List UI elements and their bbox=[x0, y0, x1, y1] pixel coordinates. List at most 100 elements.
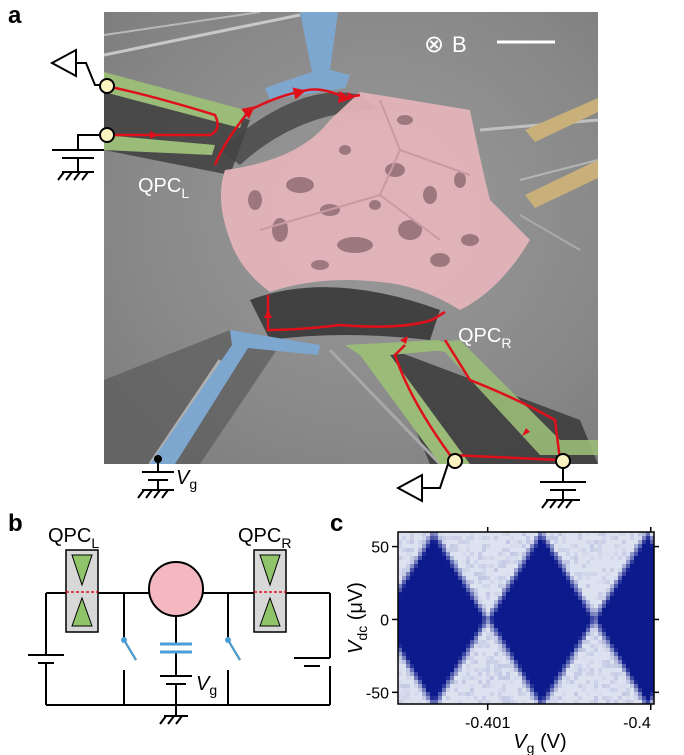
heatmap-cell bbox=[534, 568, 539, 573]
heatmap-cell bbox=[430, 636, 435, 641]
heatmap-cell bbox=[542, 624, 547, 629]
heatmap-cell bbox=[474, 656, 479, 661]
heatmap-cell bbox=[514, 632, 519, 637]
heatmap-cell bbox=[434, 636, 439, 641]
heatmap-cell bbox=[478, 592, 483, 597]
heatmap-cell bbox=[570, 636, 575, 641]
heatmap-cell bbox=[458, 608, 463, 613]
heatmap-cell bbox=[466, 572, 471, 577]
heatmap-cell bbox=[562, 584, 567, 589]
heatmap-cell bbox=[526, 660, 531, 665]
heatmap-cell bbox=[466, 608, 471, 613]
heatmap-cell bbox=[494, 592, 499, 597]
heatmap-cell bbox=[622, 580, 627, 585]
heatmap-cell bbox=[474, 588, 479, 593]
heatmap-cell bbox=[530, 636, 535, 641]
heatmap-cell bbox=[398, 556, 403, 561]
heatmap-cell bbox=[466, 616, 471, 621]
heatmap-cell bbox=[550, 648, 555, 653]
heatmap-cell bbox=[570, 664, 575, 669]
heatmap-cell bbox=[610, 636, 615, 641]
heatmap-cell bbox=[550, 560, 555, 565]
heatmap-cell bbox=[598, 548, 603, 553]
heatmap-cell bbox=[550, 616, 555, 621]
heatmap-cell bbox=[538, 684, 543, 689]
heatmap-cell bbox=[626, 652, 631, 657]
heatmap-cell bbox=[650, 688, 655, 693]
heatmap-cell bbox=[506, 696, 511, 701]
heatmap-cell bbox=[630, 536, 635, 541]
heatmap-cell bbox=[434, 644, 439, 649]
heatmap-cell bbox=[550, 692, 555, 697]
heatmap-cell bbox=[470, 536, 475, 541]
heatmap-cell bbox=[458, 624, 463, 629]
heatmap-cell bbox=[430, 548, 435, 553]
heatmap-cell bbox=[626, 588, 631, 593]
heatmap-cell bbox=[522, 556, 527, 561]
heatmap-cell bbox=[410, 560, 415, 565]
heatmap-cell bbox=[538, 676, 543, 681]
heatmap-cell bbox=[510, 560, 515, 565]
heatmap-cell bbox=[538, 572, 543, 577]
heatmap-cell bbox=[450, 572, 455, 577]
heatmap-cell bbox=[622, 628, 627, 633]
heatmap-cell bbox=[538, 652, 543, 657]
heatmap-cell bbox=[606, 588, 611, 593]
heatmap-cell bbox=[506, 624, 511, 629]
heatmap-cell bbox=[410, 536, 415, 541]
heatmap-cell bbox=[618, 660, 623, 665]
heatmap-cell bbox=[550, 684, 555, 689]
heatmap-cell bbox=[450, 540, 455, 545]
heatmap-cell bbox=[646, 684, 651, 689]
heatmap-cell bbox=[546, 700, 551, 705]
heatmap-cell bbox=[546, 648, 551, 653]
heatmap-cell bbox=[598, 572, 603, 577]
heatmap-cell bbox=[582, 560, 587, 565]
heatmap-cell bbox=[590, 632, 595, 637]
heatmap-cell bbox=[566, 648, 571, 653]
heatmap-cell bbox=[450, 640, 455, 645]
heatmap-cell bbox=[454, 576, 459, 581]
heatmap-cell bbox=[582, 664, 587, 669]
heatmap-cell bbox=[482, 560, 487, 565]
heatmap-cell bbox=[614, 660, 619, 665]
heatmap-cell bbox=[462, 532, 467, 537]
heatmap-cell bbox=[406, 624, 411, 629]
heatmap-cell bbox=[434, 540, 439, 545]
heatmap-cell bbox=[630, 596, 635, 601]
heatmap-cell bbox=[554, 580, 559, 585]
heatmap-cell bbox=[646, 660, 651, 665]
heatmap-cell bbox=[630, 628, 635, 633]
heatmap-cell bbox=[594, 624, 599, 629]
heatmap-cell bbox=[526, 540, 531, 545]
heatmap-cell bbox=[478, 572, 483, 577]
heatmap-cell bbox=[570, 592, 575, 597]
heatmap-cell bbox=[602, 680, 607, 685]
heatmap-cell bbox=[418, 632, 423, 637]
heatmap-cell bbox=[638, 636, 643, 641]
heatmap-cell bbox=[618, 624, 623, 629]
heatmap-cell bbox=[602, 576, 607, 581]
heatmap-cell bbox=[486, 560, 491, 565]
heatmap-cell bbox=[530, 620, 535, 625]
heatmap-cell bbox=[558, 540, 563, 545]
heatmap-cell bbox=[522, 616, 527, 621]
heatmap-cell bbox=[402, 652, 407, 657]
heatmap-cell bbox=[526, 560, 531, 565]
heatmap-cell bbox=[494, 664, 499, 669]
heatmap-cell bbox=[570, 540, 575, 545]
heatmap-cell bbox=[518, 692, 523, 697]
heatmap-cell bbox=[606, 652, 611, 657]
heatmap-cell bbox=[582, 576, 587, 581]
heatmap-cell bbox=[550, 672, 555, 677]
heatmap-cell bbox=[638, 700, 643, 705]
heatmap-cell bbox=[606, 680, 611, 685]
heatmap-cell bbox=[606, 540, 611, 545]
heatmap-cell bbox=[406, 564, 411, 569]
heatmap-cell bbox=[610, 628, 615, 633]
heatmap-cell bbox=[510, 696, 515, 701]
heatmap-cell bbox=[446, 632, 451, 637]
heatmap-cell bbox=[406, 572, 411, 577]
heatmap-cell bbox=[406, 556, 411, 561]
heatmap-cell bbox=[594, 684, 599, 689]
